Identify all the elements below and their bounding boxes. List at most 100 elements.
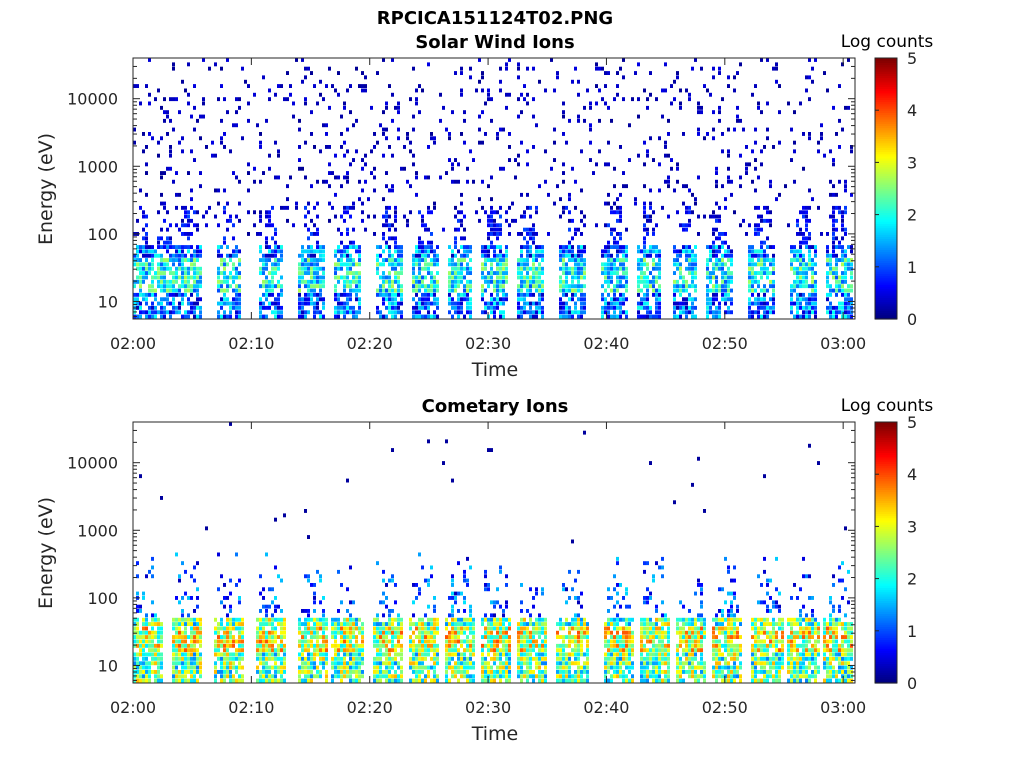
spectrogram-cell [322, 275, 325, 280]
spectrogram-cell [340, 630, 343, 635]
spectrogram-cell [175, 630, 178, 635]
spectrogram-cell [829, 284, 832, 289]
spectrogram-cell [583, 245, 586, 249]
spectrogram-cell [517, 75, 520, 80]
spectrogram-cell [493, 249, 496, 254]
spectrogram-cell [637, 249, 640, 254]
spectrogram-cell [247, 188, 250, 193]
spectrogram-cell [760, 288, 763, 293]
spectrogram-cell [604, 245, 607, 249]
spectrogram-cell [688, 258, 691, 262]
spectrogram-cell [307, 622, 310, 626]
spectrogram-cell [187, 223, 190, 228]
spectrogram-cell [844, 262, 847, 267]
spectrogram-cell [322, 648, 325, 653]
spectrogram-cell [469, 648, 472, 653]
colorbar-segment [875, 129, 897, 133]
spectrogram-cell [388, 578, 391, 583]
spectrogram-cell [304, 297, 307, 302]
spectrogram-cell [388, 626, 391, 631]
spectrogram-cell [760, 314, 763, 319]
spectrogram-cell [514, 158, 517, 162]
spectrogram-cell [589, 105, 592, 110]
spectrogram-cell [499, 205, 502, 210]
spectrogram-cell [319, 279, 322, 284]
spectrogram-cell [790, 301, 793, 306]
spectrogram-cell [136, 661, 139, 666]
spectrogram-cell [391, 643, 394, 648]
spectrogram-cell [385, 604, 388, 609]
spectrogram-cell [223, 656, 226, 661]
spectrogram-cell [580, 266, 583, 271]
spectrogram-cell [601, 292, 604, 297]
spectrogram-cell [454, 670, 457, 674]
spectrogram-cell [691, 266, 694, 271]
spectrogram-cell [316, 240, 319, 245]
spectrogram-cell [364, 179, 367, 184]
spectrogram-cell [181, 630, 184, 635]
spectrogram-cell [193, 565, 196, 570]
spectrogram-cell [136, 314, 139, 319]
spectrogram-cell [823, 71, 826, 75]
spectrogram-cell [145, 630, 148, 635]
spectrogram-cell [376, 670, 379, 674]
spectrogram-cell [625, 279, 628, 284]
spectrogram-cell [427, 205, 430, 210]
spectrogram-cell [337, 297, 340, 302]
spectrogram-cell [274, 639, 277, 644]
spectrogram-cell [160, 652, 163, 657]
spectrogram-cell [358, 305, 361, 310]
spectrogram-cell [487, 284, 490, 289]
spectrogram-cell [694, 266, 697, 271]
spectrogram-cell [436, 305, 439, 310]
spectrogram-cell [469, 674, 472, 679]
spectrogram-cell [682, 184, 685, 189]
spectrogram-cell [625, 258, 628, 262]
spectrogram-cell [685, 88, 688, 93]
spectrogram-cell [190, 205, 193, 210]
spectrogram-cell [748, 288, 751, 293]
spectrogram-cell [277, 175, 280, 180]
spectrogram-cell [673, 279, 676, 284]
spectrogram-cell [145, 297, 148, 302]
spectrogram-cell [685, 310, 688, 315]
spectrogram-cell [235, 622, 238, 626]
spectrogram-cell [460, 71, 463, 75]
spectrogram-cell [193, 656, 196, 661]
spectrogram-cell [619, 279, 622, 284]
spectrogram-cell [223, 314, 226, 319]
colorbar-segment [875, 64, 897, 68]
spectrogram-cell [385, 218, 388, 223]
spectrogram-cell [265, 617, 268, 622]
spectrogram-cell [526, 279, 529, 284]
spectrogram-cell [454, 639, 457, 644]
spectrogram-cell [559, 249, 562, 254]
spectrogram-cell [685, 223, 688, 228]
spectrogram-cell [832, 310, 835, 315]
spectrogram-cell [217, 314, 220, 319]
spectrogram-cell [175, 617, 178, 622]
spectrogram-cell [274, 314, 277, 319]
spectrogram-cell [589, 123, 592, 128]
spectrogram-cell [268, 305, 271, 310]
spectrogram-cell [730, 288, 733, 293]
spectrogram-cell [313, 652, 316, 657]
spectrogram-cell [718, 71, 721, 75]
y-tick-label: 10000 [67, 90, 118, 109]
spectrogram-cell [520, 253, 523, 258]
spectrogram-cell [526, 101, 529, 106]
spectrogram-cell [301, 262, 304, 267]
spectrogram-cell [349, 565, 352, 570]
spectrogram-cell [322, 652, 325, 657]
spectrogram-cell [409, 665, 412, 670]
spectrogram-cell [697, 214, 700, 219]
spectrogram-cell [739, 153, 742, 158]
spectrogram-cell [154, 661, 157, 666]
spectrogram-cell [376, 613, 379, 618]
spectrogram-cell [283, 661, 286, 666]
spectrogram-cell [160, 253, 163, 258]
spectrogram-cell [274, 305, 277, 310]
spectrogram-cell [322, 665, 325, 670]
spectrogram-cell [682, 201, 685, 206]
spectrogram-cell [415, 635, 418, 639]
